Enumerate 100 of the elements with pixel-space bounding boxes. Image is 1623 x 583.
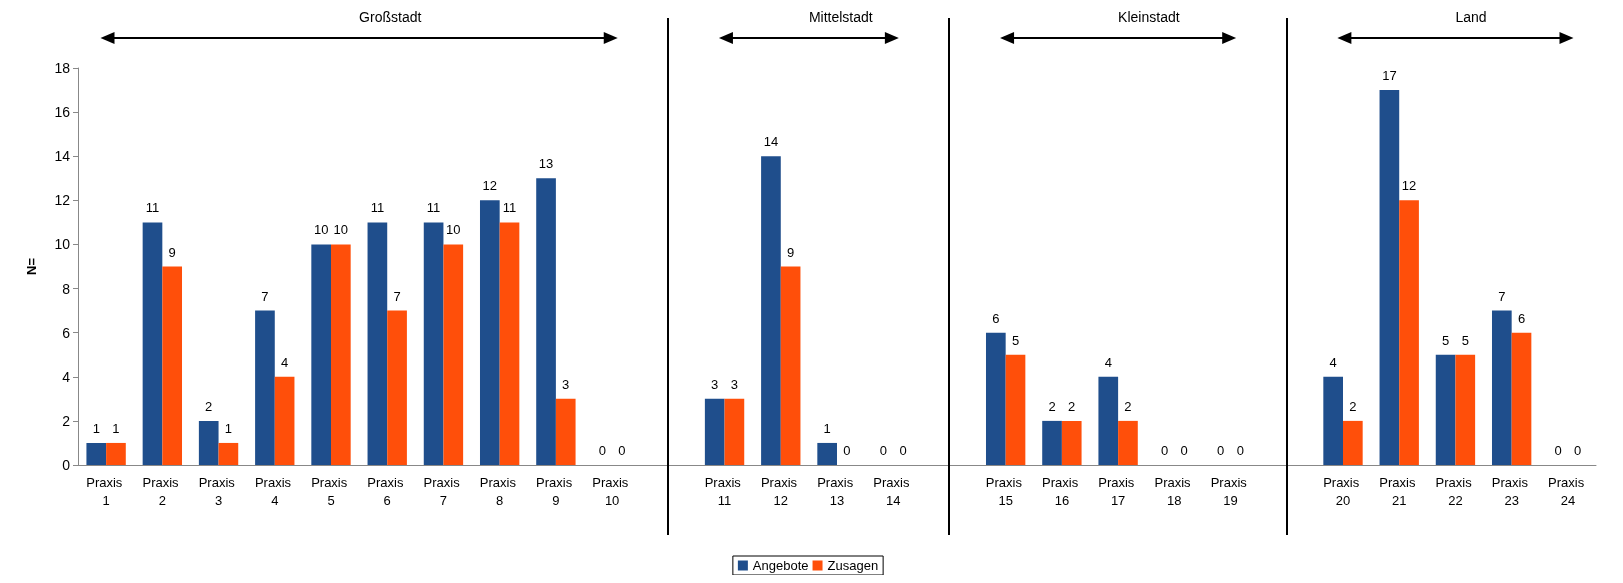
y-tick-label: 10 [54,236,71,253]
x-tick-label: Praxis 13 [817,474,857,508]
x-tick-label: Praxis 3 [198,474,239,508]
data-label: 2 [1048,398,1056,414]
x-tick-label: Praxis 18 [1154,474,1195,508]
y-tick-label: 12 [54,192,71,209]
x-tick-label: Praxis 9 [536,474,576,508]
text: Großstadt [359,9,422,25]
y-tick-label: 0 [62,457,71,473]
bar [536,178,556,465]
y-tick-label: 14 [54,148,71,165]
data-label: 11 [145,200,160,216]
data-label: 2 [205,398,213,414]
bar [1061,420,1082,465]
data-label: 0 [1236,443,1245,458]
y-tick-label: 6 [62,324,71,341]
text: Mittelstadt [808,9,873,25]
bar [142,222,163,465]
text: Kleinstadt [1118,9,1180,25]
x-tick-label: Praxis 24 [1548,474,1588,508]
bar [367,222,388,465]
x-tick-label: Praxis 17 [1098,474,1138,508]
bar [1491,310,1512,465]
bar [274,376,295,465]
bar [499,222,520,465]
data-label: 1 [112,420,120,436]
bar [817,442,837,465]
bar [198,420,219,465]
data-label: 9 [168,244,176,260]
data-label: 0 [1160,443,1169,458]
data-label: 0 [843,443,851,458]
data-label: 0 [618,443,626,458]
bar [162,266,183,465]
x-tick-label: Praxis 20 [1323,474,1363,508]
x-tick-label: Praxis 12 [760,474,801,508]
bar [331,244,351,465]
bar [1379,90,1400,465]
bar [1323,376,1343,465]
x-tick-label: Praxis 10 [592,474,632,508]
data-label: 3 [562,376,570,392]
data-label: 7 [1498,288,1506,304]
x-tick-label: Praxis 4 [254,474,295,508]
x-tick-label: Praxis 14 [873,474,914,508]
data-label: 17 [1382,68,1397,84]
bar [218,442,239,465]
bar [1455,354,1476,465]
data-label: 10 [313,222,329,238]
bar [423,222,444,465]
data-label: 12 [1401,178,1417,194]
data-label: 11 [426,200,441,216]
bar [311,244,331,465]
y-tick-label: 16 [54,104,71,121]
data-label: 1 [92,420,100,436]
data-label: 0 [1180,443,1188,458]
y-tick-label: 4 [62,368,71,385]
bar [555,398,576,465]
bar [1435,354,1456,465]
y-axis-title: N= [24,257,39,275]
data-label: 1 [823,420,831,436]
data-label: 0 [1574,443,1582,458]
bar [780,266,801,465]
x-tick-label: Praxis 1 [86,474,126,508]
data-label: 2 [1068,398,1076,414]
data-label: 5 [1461,332,1469,348]
data-label: 0 [1217,443,1225,458]
x-tick-label: Praxis 6 [367,474,408,508]
data-label: 1 [224,420,233,436]
data-label: 10 [333,222,349,238]
x-tick-label: Praxis 2 [142,474,183,508]
data-label: 11 [370,200,385,216]
text: Land [1455,9,1487,25]
bar [724,398,745,465]
data-label: 3 [730,376,739,392]
data-label: 12 [482,178,498,194]
bar [479,200,500,465]
x-tick-label: Praxis 23 [1491,474,1532,508]
data-label: 2 [1124,398,1132,414]
x-tick-label: Praxis 7 [423,474,464,508]
y-tick-label: 18 [54,60,71,76]
bar [1399,200,1419,465]
bar [86,442,107,465]
data-label: 7 [393,288,401,304]
data-label: 4 [1329,354,1337,370]
bar [106,442,126,465]
legend-label: Angebote [752,558,809,573]
data-label: 2 [1349,398,1357,414]
bar [443,244,464,465]
x-tick-label: Praxis 16 [1042,474,1082,508]
data-label: 9 [787,244,795,260]
bar [1343,420,1363,465]
data-label: 6 [992,310,1000,326]
data-label: 7 [261,288,269,304]
bar [1098,376,1119,465]
data-label: 5 [1011,332,1020,348]
bar [1511,332,1532,465]
x-tick-label: Praxis 15 [985,474,1026,508]
x-tick-label: Praxis 11 [704,474,745,508]
bar [255,310,275,465]
data-label: 3 [711,376,719,392]
bar [761,156,781,465]
